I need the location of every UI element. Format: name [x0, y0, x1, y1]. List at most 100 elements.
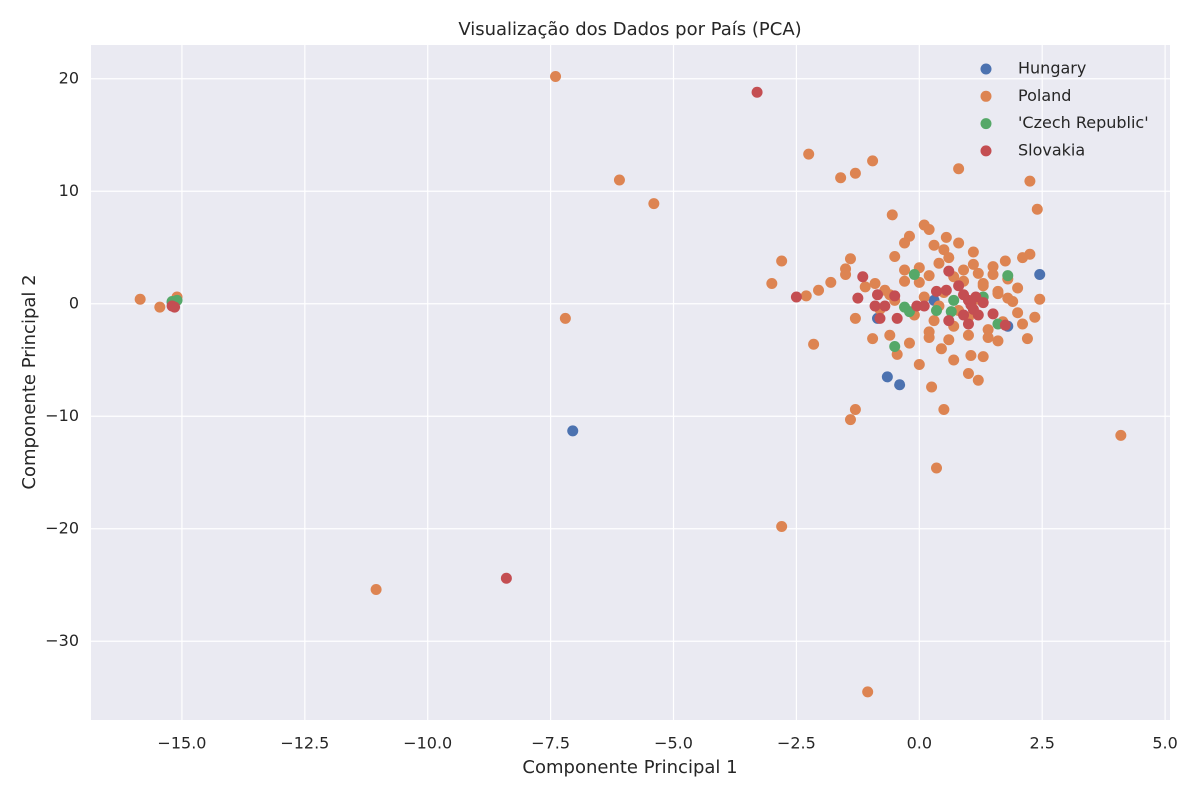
- point: [559, 312, 571, 324]
- plot-area: [91, 45, 1170, 720]
- x-tick-label: 0.0: [907, 734, 932, 753]
- point: [1115, 429, 1127, 441]
- point: [766, 278, 778, 289]
- legend-label: Hungary: [1018, 59, 1086, 78]
- point: [933, 257, 945, 269]
- point: [945, 306, 957, 318]
- point: [943, 315, 955, 327]
- y-tick-label: −20: [45, 518, 79, 537]
- point: [943, 265, 955, 277]
- point: [953, 280, 965, 292]
- point: [1012, 307, 1024, 319]
- point: [943, 252, 955, 264]
- point: [874, 312, 886, 324]
- point: [962, 368, 974, 379]
- point: [776, 521, 788, 532]
- legend-marker: [980, 118, 992, 130]
- legend-label: 'Czech Republic': [1018, 113, 1149, 132]
- point: [931, 285, 943, 297]
- point: [953, 237, 965, 249]
- point: [808, 338, 820, 350]
- point: [987, 261, 999, 273]
- point: [886, 209, 898, 221]
- point: [881, 371, 893, 383]
- point: [154, 301, 166, 313]
- point: [953, 163, 965, 175]
- point: [550, 71, 562, 82]
- point: [800, 290, 812, 302]
- point: [923, 270, 935, 282]
- point: [867, 333, 879, 345]
- point: [889, 290, 901, 302]
- point: [899, 264, 911, 276]
- legend-marker: [980, 145, 992, 157]
- point: [913, 359, 925, 370]
- point: [1021, 333, 1033, 345]
- point: [940, 284, 952, 296]
- point: [1024, 175, 1036, 187]
- point: [948, 354, 960, 366]
- point: [859, 281, 871, 293]
- point: [918, 300, 930, 312]
- point: [926, 381, 938, 393]
- legend-marker: [980, 63, 992, 75]
- point: [977, 351, 989, 363]
- point: [1031, 203, 1043, 215]
- legend-marker: [980, 90, 992, 102]
- point: [903, 337, 915, 349]
- point: [862, 686, 874, 698]
- point: [967, 246, 979, 258]
- point: [849, 404, 861, 415]
- point: [867, 155, 879, 167]
- y-tick-label: 0: [69, 293, 79, 312]
- point: [958, 309, 970, 321]
- point: [972, 267, 984, 279]
- x-tick-label: −12.5: [280, 734, 329, 753]
- point: [891, 312, 903, 324]
- point: [813, 284, 825, 296]
- point: [999, 319, 1011, 331]
- y-tick-label: 20: [59, 68, 79, 87]
- point: [913, 276, 925, 288]
- point: [928, 239, 940, 251]
- point: [1002, 270, 1014, 282]
- point: [169, 301, 181, 313]
- point: [849, 312, 861, 324]
- point: [999, 255, 1011, 267]
- point: [1017, 318, 1029, 330]
- point: [844, 253, 856, 265]
- point: [1012, 282, 1024, 294]
- point: [977, 280, 989, 292]
- point: [776, 255, 788, 267]
- point: [857, 271, 869, 283]
- legend-label: Poland: [1018, 86, 1071, 105]
- point: [869, 278, 881, 289]
- point: [849, 167, 861, 179]
- point: [879, 300, 891, 312]
- point: [965, 350, 977, 361]
- point: [928, 315, 940, 327]
- point: [1002, 292, 1014, 304]
- point: [899, 237, 911, 249]
- point: [1017, 252, 1029, 264]
- point: [938, 404, 950, 415]
- point: [889, 341, 901, 352]
- point: [567, 425, 579, 437]
- point: [889, 251, 901, 262]
- point: [931, 305, 943, 316]
- point: [500, 572, 512, 584]
- x-axis-label: Componente Principal 1: [522, 757, 737, 778]
- point: [935, 343, 947, 355]
- point: [1034, 293, 1046, 305]
- point: [940, 231, 952, 243]
- point: [938, 244, 950, 256]
- point: [840, 263, 852, 275]
- point: [648, 198, 660, 210]
- point: [972, 374, 984, 386]
- point: [970, 291, 982, 303]
- point: [134, 293, 146, 305]
- point: [908, 269, 920, 280]
- point: [899, 275, 911, 287]
- point: [923, 326, 935, 338]
